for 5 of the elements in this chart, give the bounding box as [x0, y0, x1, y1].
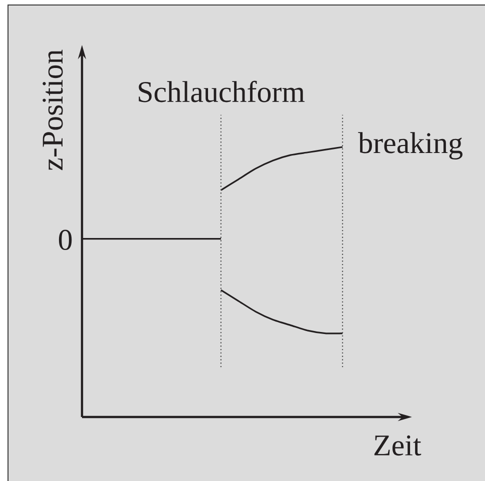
text: Schlauchform [138, 80, 305, 102]
x-axis-title: Zeit [374, 435, 422, 456]
y-axis-title: z-Position [42, 50, 63, 170]
text: 0 [58, 230, 72, 250]
annotation: breaking [358, 132, 462, 160]
